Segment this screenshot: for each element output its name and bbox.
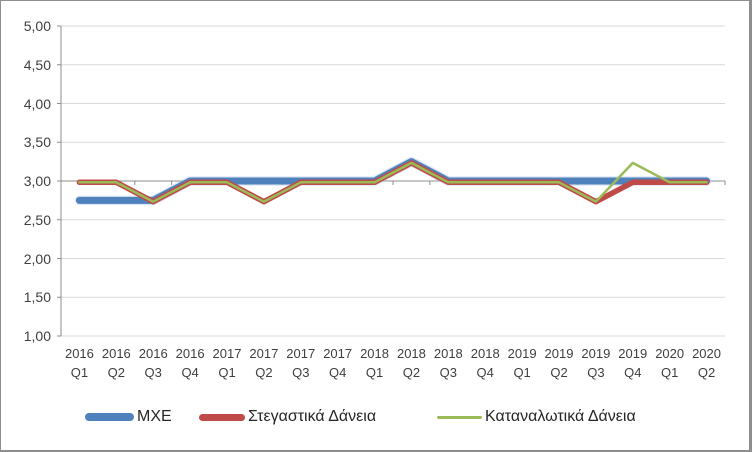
series-line-katanalotika-daneia [78,161,708,203]
x-axis-label-quarter: Q1 [218,365,236,380]
x-axis-category-label: 2018 Q3 [429,344,467,382]
legend-item-katanalotika-daneia: Καταναλωτικά Δάνεια [437,403,636,431]
x-axis-label-year: 2019 [507,346,537,361]
x-axis-label-quarter: Q1 [365,365,384,380]
x-axis-label-quarter: Q1 [660,365,679,380]
x-axis-label-quarter: Q3 [292,365,310,380]
legend-label-mxe: ΜΧΕ [137,408,172,425]
x-axis-category-label: 2018 Q2 [392,344,430,382]
y-axis-tick-label: 3,50 [23,134,51,151]
x-axis-category-label: 2016 Q3 [134,344,172,382]
x-axis-label-quarter: Q2 [697,365,716,380]
legend-swatch-katanalotika-daneia [437,415,482,419]
x-axis-category-label: 2019 Q3 [577,344,615,382]
x-axis-category-label: 2018 Q4 [466,344,504,382]
x-axis-label-quarter: Q2 [402,365,421,380]
x-axis-label-year: 2017 [249,346,279,361]
legend-item-mxe: ΜΧΕ [85,403,172,431]
x-axis-label-quarter: Q1 [513,365,531,380]
x-axis-label-year: 2020 [692,346,721,361]
x-axis-label-year: 2019 [581,346,611,361]
x-axis-category-label: 2020 Q2 [688,344,726,382]
x-axis-label-year: 2018 [360,346,389,361]
x-axis-category-label: 2017 Q3 [282,344,320,382]
legend-swatch-mxe [85,413,134,421]
x-axis-label-quarter: Q2 [550,365,568,380]
x-axis-label-quarter: Q4 [476,365,494,380]
x-axis-label-year: 2019 [544,346,574,361]
legend-label-katanalotika-daneia: Καταναλωτικά Δάνεια [485,408,636,425]
x-axis-category-label: 2020 Q1 [651,344,689,382]
x-axis-label-quarter: Q4 [328,365,347,380]
x-axis-category-label: 2016 Q2 [97,344,135,382]
x-axis-label-quarter: Q4 [624,365,642,380]
x-axis-label-year: 2018 [470,346,500,361]
x-axis-category-label: 2017 Q4 [319,344,357,382]
x-axis-category-label: 2016 Q4 [171,344,209,382]
legend: ΜΧΕ Στεγαστικά Δάνεια Καταναλωτικά Δάνει… [1,403,749,431]
x-axis-category-label: 2017 Q2 [245,344,283,382]
x-axis-label-quarter: Q3 [587,365,605,380]
x-axis-category-label: 2019 Q2 [540,344,578,382]
x-axis-category-label: 2017 Q1 [208,344,246,382]
y-axis-tick-label: 3,00 [23,173,51,189]
x-axis-label-year: 2018 [396,346,426,361]
legend-label-stegastika-daneia: Στεγαστικά Δάνεια [248,408,377,425]
x-axis-label-year: 2019 [618,346,648,361]
x-axis-label-year: 2016 [175,346,205,361]
x-axis-category-label: 2019 Q4 [614,344,652,382]
x-axis-label-year: 2016 [64,346,94,361]
x-axis-label-year: 2017 [323,346,353,361]
y-axis-tick-label: 2,50 [23,211,51,228]
y-axis-tick-label: 4,00 [23,95,51,112]
x-axis-label-year: 2020 [655,346,685,361]
x-axis-label-year: 2018 [433,346,463,361]
y-axis-tick-label: 4,50 [23,56,51,73]
x-axis-label-year: 2016 [101,346,131,361]
x-axis-label-quarter: Q3 [144,365,162,380]
x-axis-label-quarter: Q3 [439,365,457,380]
x-axis-label-year: 2016 [138,346,168,361]
x-axis-category-label: 2019 Q1 [503,344,541,382]
y-axis-tick-label: 2,00 [23,250,51,267]
x-axis-category-label: 2018 Q1 [356,344,394,382]
x-axis-label-year: 2017 [212,346,242,361]
y-axis-tick-label: 1,00 [23,328,51,344]
y-axis-tick-label: 5,00 [23,18,51,34]
x-axis-label-year: 2017 [286,346,316,361]
legend-item-stegastika-daneia: Στεγαστικά Δάνεια [199,403,376,431]
x-axis-category-label: 2016 Q1 [60,344,98,382]
x-axis-label-quarter: Q2 [107,365,125,380]
x-axis-label-quarter: Q1 [70,365,89,380]
x-axis-label-quarter: Q4 [181,365,199,380]
x-axis-label-quarter: Q2 [255,365,273,380]
legend-swatch-stegastika-daneia [199,413,245,421]
y-axis-tick-label: 1,50 [23,289,51,306]
